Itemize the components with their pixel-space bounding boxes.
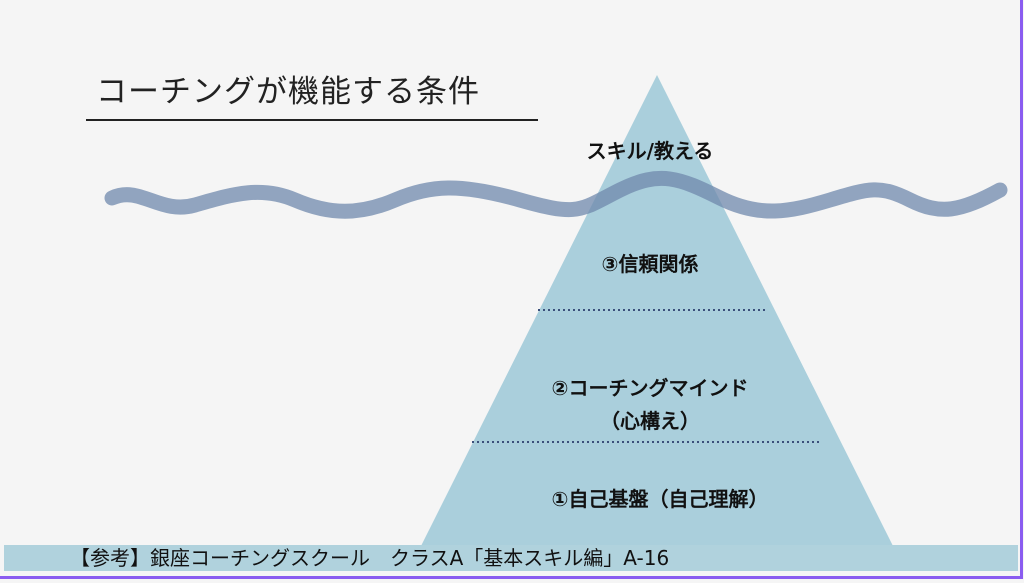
water-surface-wave — [104, 171, 1008, 219]
level-label-mindset: ②コーチングマインド — [551, 376, 749, 400]
slide-title: コーチングが機能する条件 — [96, 74, 480, 110]
footer-reference: 【参考】銀座コーチングスクール クラスA「基本スキル編」A-16 — [70, 546, 670, 570]
level-label-foundation: ①自己基盤（自己理解） — [551, 487, 769, 511]
level-label-mindset-sub: （心構え） — [600, 409, 700, 433]
footer-bar: 【参考】銀座コーチングスクール クラスA「基本スキル編」A-16 — [4, 545, 1018, 571]
pyramid — [420, 75, 894, 548]
level-label-skills: スキル/教える — [586, 139, 714, 163]
title-underline — [86, 119, 538, 121]
level-label-trust: ③信頼関係 — [601, 252, 699, 276]
